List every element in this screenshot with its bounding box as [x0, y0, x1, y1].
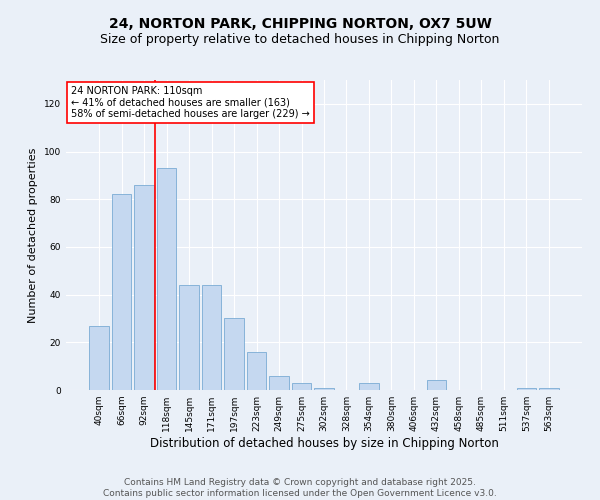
Bar: [427, 380, 446, 390]
Bar: [112, 194, 131, 390]
Text: 24, NORTON PARK, CHIPPING NORTON, OX7 5UW: 24, NORTON PARK, CHIPPING NORTON, OX7 5U…: [109, 18, 491, 32]
Bar: [247, 352, 266, 390]
Bar: [292, 383, 311, 390]
Bar: [517, 388, 536, 390]
Bar: [539, 388, 559, 390]
Bar: [269, 376, 289, 390]
Bar: [359, 383, 379, 390]
X-axis label: Distribution of detached houses by size in Chipping Norton: Distribution of detached houses by size …: [149, 437, 499, 450]
Y-axis label: Number of detached properties: Number of detached properties: [28, 148, 38, 322]
Bar: [179, 285, 199, 390]
Text: Size of property relative to detached houses in Chipping Norton: Size of property relative to detached ho…: [100, 32, 500, 46]
Bar: [134, 185, 154, 390]
Text: Contains HM Land Registry data © Crown copyright and database right 2025.
Contai: Contains HM Land Registry data © Crown c…: [103, 478, 497, 498]
Bar: [157, 168, 176, 390]
Bar: [224, 318, 244, 390]
Bar: [89, 326, 109, 390]
Bar: [314, 388, 334, 390]
Text: 24 NORTON PARK: 110sqm
← 41% of detached houses are smaller (163)
58% of semi-de: 24 NORTON PARK: 110sqm ← 41% of detached…: [71, 86, 310, 120]
Bar: [202, 285, 221, 390]
